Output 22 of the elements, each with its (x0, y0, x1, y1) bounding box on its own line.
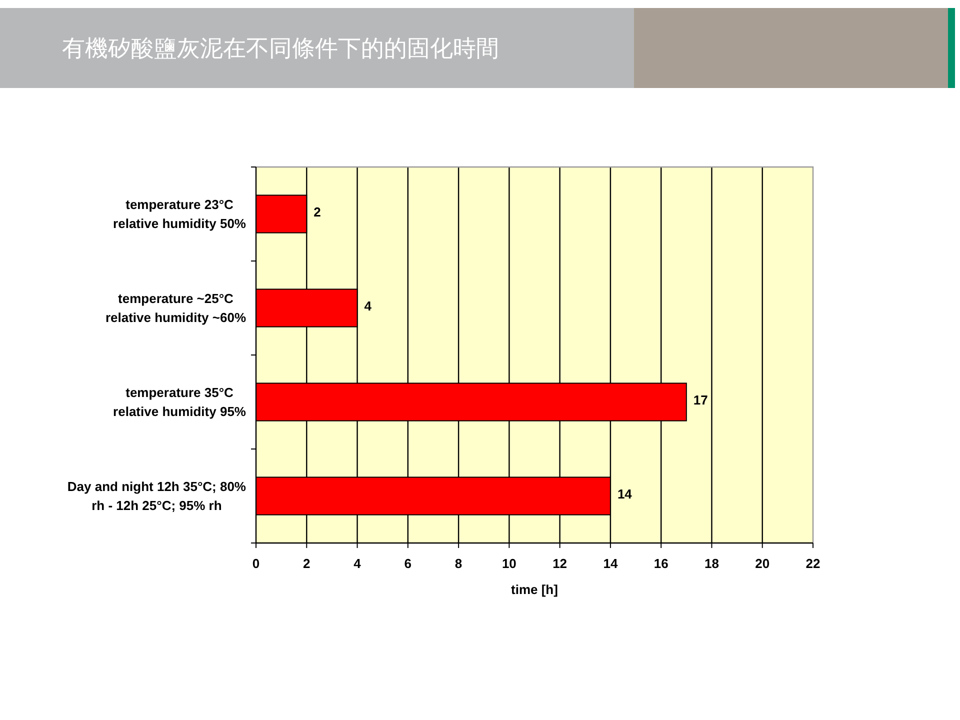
x-tick-label: 2 (303, 556, 310, 571)
x-tick-label: 10 (502, 556, 516, 571)
x-tick-label: 20 (755, 556, 770, 571)
data-label: 17 (693, 392, 708, 408)
data-label: 4 (364, 298, 372, 314)
x-tick-label: 22 (806, 556, 820, 571)
y-tick-label: Day and night 12h 35°C; 80% rh - 12h 25°C; 95% rh (67, 479, 246, 513)
y-tick-label: temperature 23°C relative humidity 50% (113, 197, 246, 231)
x-axis-title: time [h] (511, 582, 558, 597)
chart-title: 有機矽酸鹽灰泥在不同條件下的的固化時間 (62, 35, 499, 61)
x-tick-label: 12 (552, 556, 568, 571)
x-tick-label: 16 (654, 556, 668, 571)
x-tick-label: 6 (404, 556, 412, 571)
x-tick-label: 18 (704, 556, 719, 571)
y-tick-label: temperature ~25°C relative humidity ~60% (105, 291, 246, 325)
x-tick-label: 0 (252, 556, 260, 571)
x-tick-label: 4 (354, 556, 362, 571)
y-tick-label: temperature 35°C relative humidity 95% (113, 385, 246, 419)
x-tick-label: 14 (603, 556, 618, 571)
data-label: 2 (314, 204, 321, 220)
data-label: 14 (617, 486, 633, 502)
x-tick-label: 8 (454, 556, 462, 571)
